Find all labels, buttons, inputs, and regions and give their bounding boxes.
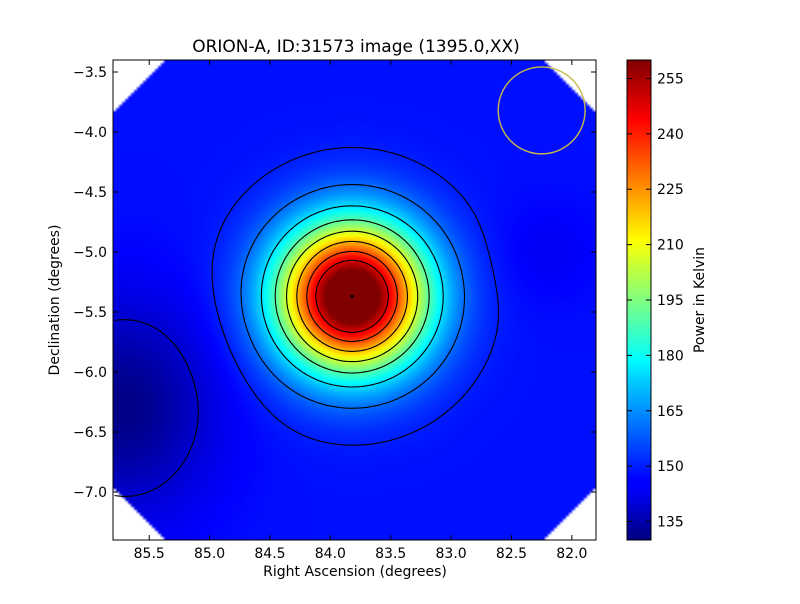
colorbar-label: Power in Kelvin <box>692 247 708 353</box>
y-axis-label: Declination (degrees) <box>47 225 63 376</box>
colorbar-tick-label: 180 <box>657 348 684 364</box>
x-axis-ticks: 85.5 85.0 84.5 84.0 83.5 83.0 82.5 82.0 <box>134 60 587 562</box>
x-tick-label: 84.5 <box>254 546 285 562</box>
beam-circle <box>497 66 586 155</box>
y-tick-label: −4.5 <box>73 185 107 201</box>
y-tick-label: −5.0 <box>73 245 107 261</box>
contour-level-0 <box>114 319 199 497</box>
markers <box>350 66 586 298</box>
x-tick-label: 84.0 <box>315 546 346 562</box>
x-tick-label: 83.0 <box>436 546 467 562</box>
y-axis-ticks: −3.5 −4.0 −4.5 −5.0 −5.5 −6.0 −6.5 −7.0 <box>73 65 596 501</box>
plot-frame <box>112 59 597 541</box>
contour-level-3 <box>260 205 444 388</box>
peak-marker <box>350 294 354 298</box>
colorbar-tick-label: 165 <box>657 404 684 420</box>
heatmap-image <box>113 60 596 540</box>
contour-level-4 <box>274 219 430 374</box>
contour-level-1 <box>211 146 500 446</box>
colorbar-ticks: 135 150 165 180 195 210 225 240 255 <box>627 71 684 531</box>
contour-level-8 <box>315 259 389 333</box>
y-tick-label: −6.0 <box>73 365 107 381</box>
colorbar-tick-label: 225 <box>657 182 684 198</box>
y-tick-label: −5.5 <box>73 305 107 321</box>
chart-title: ORION-A, ID:31573 image (1395.0,XX) <box>192 37 520 57</box>
colorbar-tick-label: 150 <box>657 459 684 475</box>
x-tick-label: 82.5 <box>496 546 527 562</box>
colorbar-tick-label: 255 <box>657 71 684 87</box>
x-axis-label: Right Ascension (degrees) <box>263 564 447 580</box>
colorbar-tick-label: 135 <box>657 515 684 531</box>
y-tick-label: −4.0 <box>73 125 107 141</box>
heatmap-raster <box>113 60 596 540</box>
colorbar-tick-label: 195 <box>657 293 684 309</box>
x-tick-label: 82.0 <box>556 546 587 562</box>
contour-lines <box>114 146 500 497</box>
colorbar-tick-label: 210 <box>657 238 684 254</box>
contour-level-2 <box>240 183 466 409</box>
y-tick-label: −6.5 <box>73 425 107 441</box>
contour-level-5 <box>286 230 419 363</box>
x-tick-label: 83.5 <box>375 546 406 562</box>
y-tick-label: −3.5 <box>73 65 107 81</box>
contour-level-7 <box>306 250 398 342</box>
x-tick-label: 85.0 <box>194 546 225 562</box>
y-tick-label: −7.0 <box>73 485 107 501</box>
contour-level-6 <box>296 240 408 352</box>
x-tick-label: 85.5 <box>134 546 165 562</box>
colorbar-tick-label: 240 <box>657 127 684 143</box>
